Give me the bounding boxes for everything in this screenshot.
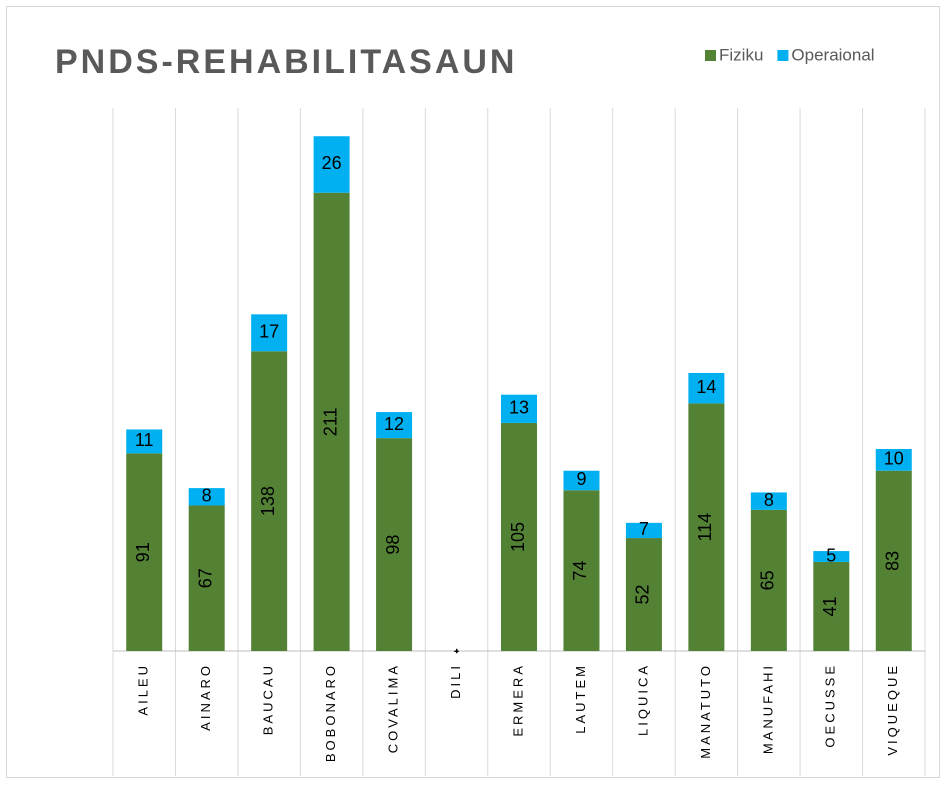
chart-border [6, 6, 940, 778]
x-tick-label: AILEU [136, 663, 151, 716]
bar-segment [813, 561, 850, 651]
bar-segment [688, 403, 725, 651]
data-label: 138 [258, 486, 278, 516]
bar-segment [875, 470, 912, 651]
x-tick-label: LIQUICA [635, 663, 650, 736]
bar-segment [313, 192, 350, 651]
bar-segment [313, 136, 350, 193]
bar-segment [376, 412, 413, 439]
bar-segment [688, 372, 725, 404]
bar-segment [813, 551, 850, 562]
bar-segment [188, 488, 225, 506]
data-label: 12 [384, 414, 404, 434]
bar-segment [750, 492, 787, 510]
bar-segment [376, 438, 413, 651]
data-label: 5 [826, 545, 836, 565]
bar-segment [126, 453, 163, 651]
bar-segment [501, 394, 537, 423]
data-label: 14 [696, 377, 716, 397]
x-tick-label: VIQUEQUE [885, 663, 900, 756]
data-label: - [445, 648, 465, 654]
data-label: 98 [383, 535, 403, 555]
legend-swatch [777, 50, 789, 61]
x-tick-label: COVALIMA [386, 663, 401, 753]
data-label: 10 [884, 449, 904, 469]
legend-label: Fiziku [719, 45, 763, 64]
data-label: 11 [135, 430, 154, 450]
x-tick-label: MANATUTO [698, 663, 713, 759]
data-label: 52 [633, 585, 653, 605]
data-label: 7 [639, 519, 649, 539]
bar-segment [126, 429, 163, 454]
legend-label: Operaional [791, 45, 874, 64]
data-label: 13 [509, 398, 529, 418]
x-tick-label: BOBONARO [323, 663, 338, 762]
data-label: 114 [695, 513, 715, 542]
data-label: 9 [576, 469, 586, 489]
bar-segment [188, 505, 225, 651]
bar-segment [563, 470, 600, 491]
x-tick-label: LAUTEM [573, 663, 588, 734]
bar-segment [501, 422, 537, 651]
data-label: 105 [508, 522, 528, 552]
x-tick-label: OECUSSE [823, 663, 838, 748]
data-label: 211 [320, 408, 340, 437]
data-label: 26 [322, 153, 342, 173]
x-tick-label: DILI [448, 663, 463, 699]
data-label: 8 [764, 490, 774, 510]
data-label: - [454, 640, 460, 660]
bar-segment [750, 509, 787, 651]
bar-segment [251, 314, 288, 352]
data-label: 91 [133, 542, 153, 562]
data-label: 67 [195, 568, 215, 588]
bar-segment [625, 522, 662, 539]
data-label: 41 [820, 596, 840, 616]
bar-segment [625, 538, 662, 651]
bar-segment [563, 490, 600, 651]
x-tick-label: AINARO [198, 663, 213, 731]
bar-segment [875, 449, 912, 471]
data-label: 8 [202, 486, 212, 506]
chart-title: PNDS-REHABILITASAUN [55, 43, 517, 81]
data-label: 83 [883, 551, 903, 571]
data-label: 65 [758, 570, 778, 590]
data-label: 74 [570, 561, 590, 581]
bar-segment [251, 351, 288, 651]
data-label: 17 [259, 322, 279, 342]
legend-swatch [705, 50, 716, 61]
x-tick-label: ERMERA [510, 663, 525, 737]
x-tick-label: MANUFAHI [760, 663, 775, 754]
x-tick-label: BAUCAU [261, 663, 276, 735]
